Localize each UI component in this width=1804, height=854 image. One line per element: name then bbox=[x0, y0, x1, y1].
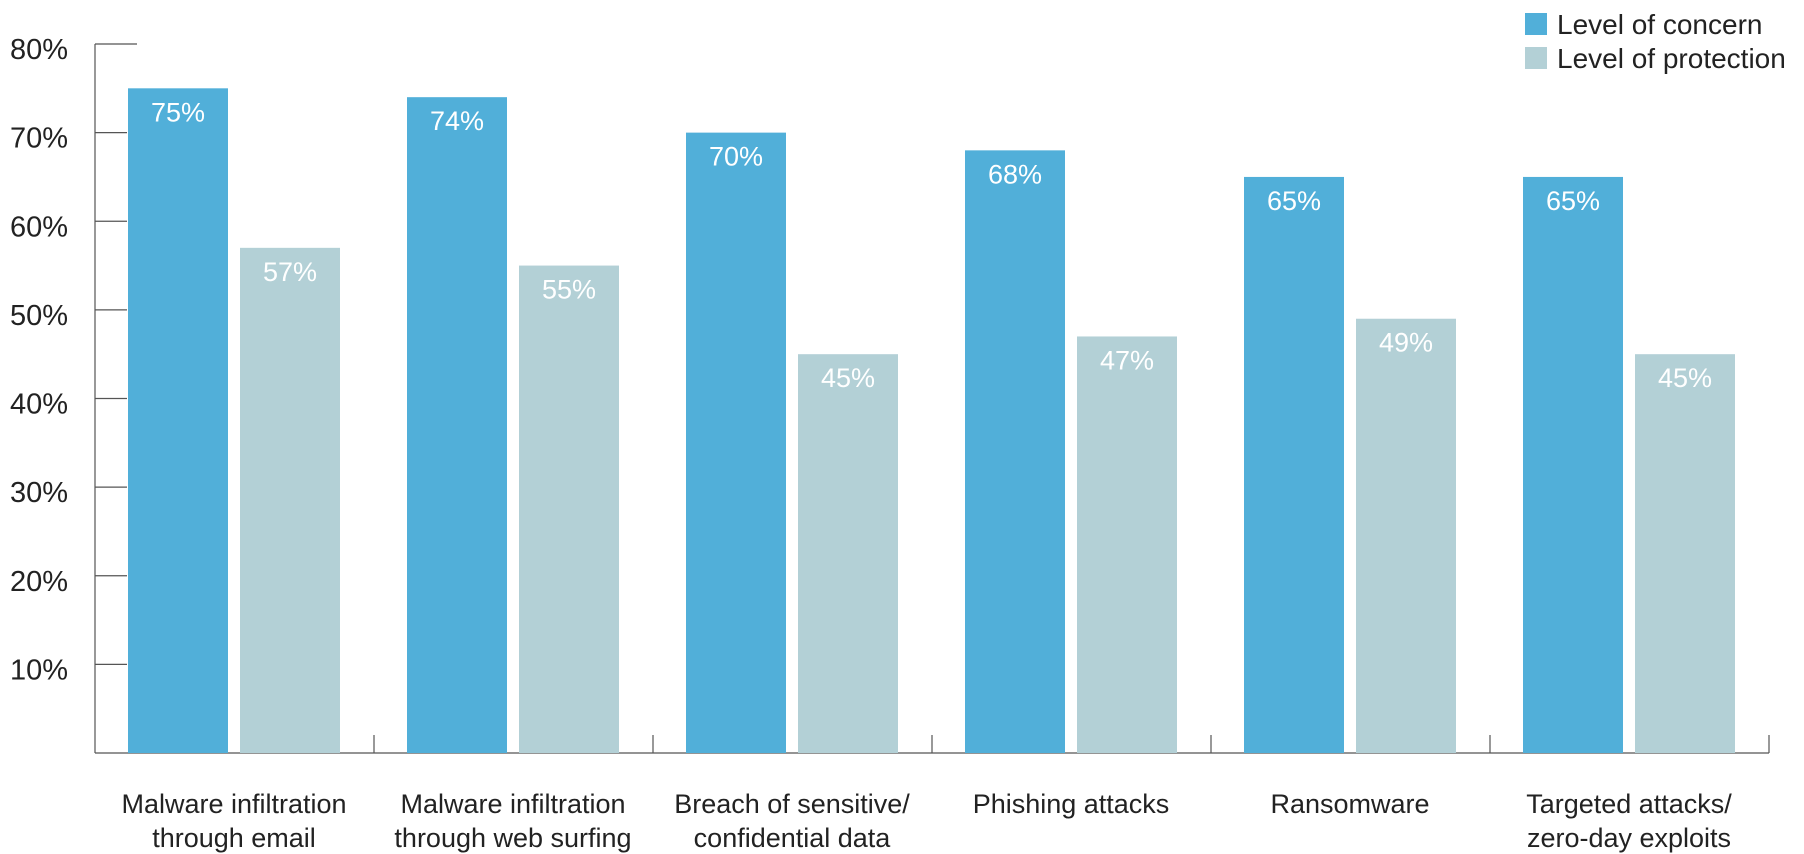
category-label-line: zero-day exploits bbox=[1527, 823, 1731, 853]
y-tick-label: 20% bbox=[10, 566, 68, 598]
category-label: Breach of sensitive/confidential data bbox=[674, 789, 910, 853]
legend-swatch bbox=[1525, 13, 1547, 35]
category-label-line: Breach of sensitive/ bbox=[674, 789, 910, 819]
data-label: 55% bbox=[542, 275, 596, 305]
legend-swatch bbox=[1525, 47, 1547, 69]
y-tick-label: 10% bbox=[10, 654, 68, 686]
y-tick-label: 60% bbox=[10, 211, 68, 243]
data-label: 65% bbox=[1267, 186, 1321, 216]
category-label-line: through email bbox=[152, 823, 316, 853]
data-label: 47% bbox=[1100, 345, 1154, 375]
data-label: 45% bbox=[1658, 363, 1712, 393]
category-label-line: through web surfing bbox=[394, 823, 631, 853]
bar-protection bbox=[519, 265, 619, 753]
axes: 10% 20% 30% 40% 50% 60% 70% 80% bbox=[10, 34, 1770, 754]
category-label: Ransomware bbox=[1270, 789, 1429, 819]
labels: 75% 57% Malware infiltration through email 7… bbox=[121, 97, 1732, 853]
y-tick-label: 30% bbox=[10, 477, 68, 509]
data-label: 65% bbox=[1546, 186, 1600, 216]
bar-concern bbox=[686, 132, 786, 753]
bar-protection bbox=[1635, 354, 1735, 753]
bar-protection bbox=[240, 247, 340, 753]
legend-label: Level of protection bbox=[1557, 43, 1786, 74]
data-label: 49% bbox=[1379, 328, 1433, 358]
category-label: Phishing attacks bbox=[973, 789, 1170, 819]
data-label: 75% bbox=[151, 97, 205, 127]
bar-concern bbox=[128, 88, 228, 753]
category-label-line: Malware infiltration bbox=[400, 789, 625, 819]
y-tick-label: 80% bbox=[10, 34, 68, 66]
category-label-line: Targeted attacks/ bbox=[1526, 789, 1732, 819]
category-label: Malware infiltration through email bbox=[121, 789, 346, 853]
bar-concern bbox=[965, 150, 1065, 754]
y-tick-label: 70% bbox=[10, 123, 68, 155]
data-label: 74% bbox=[430, 106, 484, 136]
bar-concern bbox=[407, 97, 507, 754]
legend-label: Level of concern bbox=[1557, 9, 1762, 40]
data-label: 68% bbox=[988, 159, 1042, 189]
data-label: 70% bbox=[709, 142, 763, 172]
data-label: 57% bbox=[263, 257, 317, 287]
category-label-line: Malware infiltration bbox=[121, 789, 346, 819]
category-label-line: Phishing attacks bbox=[973, 789, 1170, 819]
category-label: Targeted attacks/zero-day exploits bbox=[1526, 789, 1732, 853]
bar-protection bbox=[1077, 336, 1177, 753]
y-tick-label: 40% bbox=[10, 389, 68, 421]
category-label-line: Ransomware bbox=[1270, 789, 1429, 819]
category-label: Malware infiltration through web surfing bbox=[394, 789, 631, 853]
bar-protection bbox=[798, 354, 898, 753]
y-tick-label: 50% bbox=[10, 300, 68, 332]
bar-concern bbox=[1523, 176, 1623, 753]
bars bbox=[128, 88, 1735, 754]
data-label: 45% bbox=[821, 363, 875, 393]
bar-concern bbox=[1244, 176, 1344, 753]
category-label-line: confidential data bbox=[694, 823, 892, 853]
bar-protection bbox=[1356, 318, 1456, 753]
